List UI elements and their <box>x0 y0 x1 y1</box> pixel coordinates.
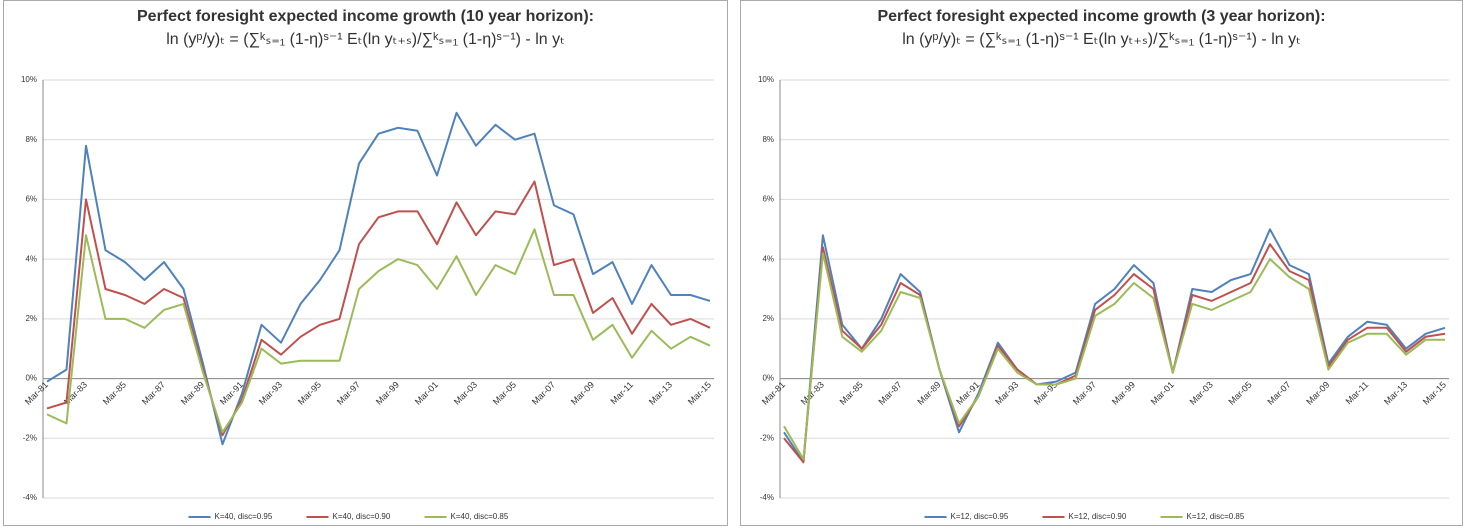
y-tick-label: 0% <box>762 374 774 383</box>
legend-label: K=40, disc=0.85 <box>451 512 509 521</box>
y-tick-label: 8% <box>25 135 37 144</box>
y-tick-label: 10% <box>758 75 774 84</box>
chart-panel: Perfect foresight expected income growth… <box>740 0 1463 526</box>
y-tick-label: -4% <box>760 493 774 502</box>
series-line <box>46 111 711 446</box>
series-line <box>783 243 1446 464</box>
chart-subtitle: ln (yᵖ/y)ₜ = (∑ᵏₛ₌₁ (1-η)ˢ⁻¹ Eₜ(ln yₜ₊ₛ)… <box>902 31 1301 48</box>
y-tick-label: 6% <box>25 195 37 204</box>
legend-label: K=12, disc=0.95 <box>951 512 1009 521</box>
legend-label: K=40, disc=0.90 <box>333 512 391 521</box>
chart-frame <box>740 0 1463 526</box>
series-line <box>46 228 711 434</box>
y-tick-label: -4% <box>23 493 37 502</box>
chart-title: Perfect foresight expected income growth… <box>137 8 594 25</box>
chart-panel: Perfect foresight expected income growth… <box>3 0 728 526</box>
series-line <box>783 228 1446 464</box>
y-tick-label: 2% <box>762 314 774 323</box>
legend-label: K=40, disc=0.95 <box>215 512 273 521</box>
chart-subtitle: ln (yᵖ/y)ₜ = (∑ᵏₛ₌₁ (1-η)ˢ⁻¹ Eₜ(ln yₜ₊ₛ)… <box>166 31 565 48</box>
chart-title: Perfect foresight expected income growth… <box>877 8 1325 25</box>
series-line <box>783 252 1445 461</box>
y-tick-label: 0% <box>25 374 37 383</box>
chart-frame <box>3 0 728 526</box>
legend-label: K=12, disc=0.85 <box>1187 512 1245 521</box>
y-tick-label: 10% <box>21 75 37 84</box>
y-tick-label: -2% <box>760 433 774 442</box>
y-tick-label: 4% <box>25 254 37 263</box>
y-tick-label: 8% <box>762 135 774 144</box>
y-tick-label: 6% <box>762 195 774 204</box>
series-line <box>46 180 711 437</box>
y-tick-label: 4% <box>762 254 774 263</box>
y-tick-label: 2% <box>25 314 37 323</box>
y-tick-label: -2% <box>23 433 37 442</box>
legend-label: K=12, disc=0.90 <box>1069 512 1127 521</box>
